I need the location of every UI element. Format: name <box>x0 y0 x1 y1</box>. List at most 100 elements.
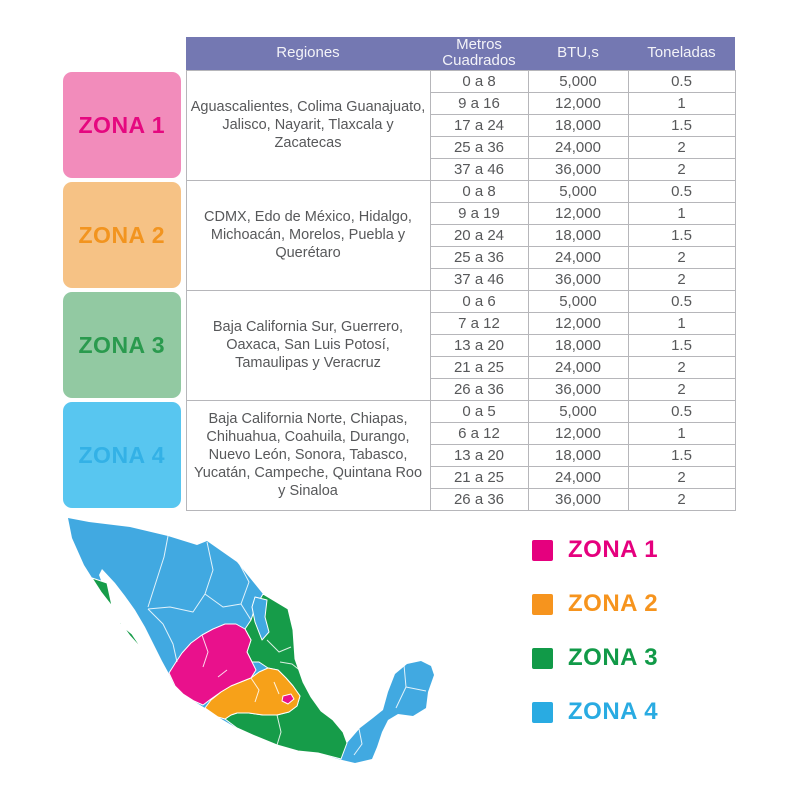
map-legend: ZONA 1 ZONA 2 ZONA 3 ZONA 4 <box>532 538 658 754</box>
zona-2-swatch <box>532 593 553 615</box>
legend-item-zona-4: ZONA 4 <box>532 700 658 724</box>
legend-label-zona-3: ZONA 3 <box>568 644 659 671</box>
header-btus: BTU,s <box>528 37 628 70</box>
region-zona3-baja-sur <box>91 577 150 659</box>
btu-cell: 36,000 <box>527 487 629 511</box>
table-row: ZONA 1 Aguascalientes, Colima Guanajuato… <box>63 69 736 181</box>
zona-4-block: ZONA 4 <box>63 402 181 508</box>
zona-3-block: ZONA 3 <box>63 292 181 398</box>
table-row: 13 a 20 18,000 1.5 <box>63 443 736 467</box>
btu-cell: 24,000 <box>527 245 629 269</box>
metros-cell: 26 a 36 <box>429 487 529 511</box>
table-row: 37 a 46 36,000 2 <box>63 157 736 181</box>
zona-2-cell: ZONA 2 <box>63 180 186 290</box>
btu-cell: 5,000 <box>527 399 629 423</box>
metros-cell: 9 a 19 <box>429 201 529 225</box>
table-row: 21 a 25 24,000 2 <box>63 355 736 379</box>
toneladas-cell: 2 <box>627 355 736 379</box>
toneladas-cell: 1 <box>627 91 736 115</box>
zona-1-cell: ZONA 1 <box>63 70 186 180</box>
zones-table: Regiones Metros Cuadrados BTU,s Tonelada… <box>63 37 736 511</box>
btu-cell: 5,000 <box>527 289 629 313</box>
header-metros-cuadrados: Metros Cuadrados <box>430 37 528 70</box>
btu-cell: 12,000 <box>527 311 629 335</box>
toneladas-cell: 2 <box>627 267 736 291</box>
zona-3-cell: ZONA 3 <box>63 290 186 400</box>
metros-cell: 0 a 8 <box>429 69 529 93</box>
metros-cell: 20 a 24 <box>429 223 529 247</box>
toneladas-cell: 1.5 <box>627 113 736 137</box>
table-row: 26 a 36 36,000 2 <box>63 487 736 511</box>
toneladas-cell: 0.5 <box>627 399 736 423</box>
toneladas-cell: 1.5 <box>627 223 736 247</box>
header-corner <box>63 37 186 70</box>
btu-cell: 18,000 <box>527 223 629 247</box>
btu-cell: 18,000 <box>527 113 629 137</box>
btu-cell: 36,000 <box>527 377 629 401</box>
toneladas-cell: 2 <box>627 157 736 181</box>
btu-cell: 12,000 <box>527 421 629 445</box>
toneladas-cell: 2 <box>627 377 736 401</box>
legend-item-zona-3: ZONA 3 <box>532 646 658 670</box>
table-header-row: Regiones Metros Cuadrados BTU,s Tonelada… <box>63 37 735 70</box>
metros-cell: 13 a 20 <box>429 333 529 357</box>
table-row: ZONA 2 CDMX, Edo de México, Hidalgo, Mic… <box>63 179 736 291</box>
toneladas-cell: 0.5 <box>627 289 736 313</box>
toneladas-cell: 2 <box>627 465 736 489</box>
zona-4-swatch <box>532 701 553 723</box>
zona-1-swatch <box>532 539 553 561</box>
region-zona2-center <box>204 667 301 720</box>
metros-cell: 37 a 46 <box>429 157 529 181</box>
zona-4-cell: ZONA 4 <box>63 400 186 510</box>
btu-cell: 36,000 <box>527 157 629 181</box>
legend-label-zona-1: ZONA 1 <box>568 536 659 563</box>
table-row: 37 a 46 36,000 2 <box>63 267 736 291</box>
toneladas-cell: 1 <box>627 311 736 335</box>
btu-cell: 24,000 <box>527 355 629 379</box>
table-row: ZONA 4 Baja California Norte, Chiapas, C… <box>63 399 736 511</box>
metros-cell: 13 a 20 <box>429 443 529 467</box>
btu-cell: 5,000 <box>527 69 629 93</box>
metros-cell: 6 a 12 <box>429 421 529 445</box>
toneladas-cell: 1 <box>627 421 736 445</box>
metros-cell: 21 a 25 <box>429 355 529 379</box>
legend-label-zona-4: ZONA 4 <box>568 698 659 725</box>
zona-3-swatch <box>532 647 553 669</box>
metros-cell: 0 a 8 <box>429 179 529 203</box>
zona-1-block: ZONA 1 <box>63 72 181 178</box>
region-zona1-center <box>168 623 257 706</box>
table-row: 21 a 25 24,000 2 <box>63 465 736 489</box>
toneladas-cell: 1 <box>627 201 736 225</box>
metros-cell: 9 a 16 <box>429 91 529 115</box>
metros-cell: 26 a 36 <box>429 377 529 401</box>
btu-cell: 12,000 <box>527 201 629 225</box>
legend-item-zona-2: ZONA 2 <box>532 592 658 616</box>
zona-4-regions: Baja California Norte, Chiapas, Chihuahu… <box>185 399 431 511</box>
metros-cell: 37 a 46 <box>429 267 529 291</box>
table-row: 25 a 36 24,000 2 <box>63 245 736 269</box>
table-row: 9 a 16 12,000 1 <box>63 91 736 115</box>
btu-cell: 18,000 <box>527 443 629 467</box>
table-row: 17 a 24 18,000 1.5 <box>63 113 736 137</box>
btu-cell: 12,000 <box>527 91 629 115</box>
table-row: 13 a 20 18,000 1.5 <box>63 333 736 357</box>
btu-cell: 36,000 <box>527 267 629 291</box>
btu-cell: 18,000 <box>527 333 629 357</box>
zona-3-regions: Baja California Sur, Guerrero, Oaxaca, S… <box>185 289 431 401</box>
table-row: ZONA 3 Baja California Sur, Guerrero, Oa… <box>63 289 736 401</box>
toneladas-cell: 2 <box>627 135 736 159</box>
metros-cell: 0 a 6 <box>429 289 529 313</box>
toneladas-cell: 1.5 <box>627 333 736 357</box>
table-row: 7 a 12 12,000 1 <box>63 311 736 335</box>
btu-cell: 5,000 <box>527 179 629 203</box>
zona-2-block: ZONA 2 <box>63 182 181 288</box>
btu-cell: 24,000 <box>527 465 629 489</box>
toneladas-cell: 1.5 <box>627 443 736 467</box>
header-regiones: Regiones <box>186 37 430 70</box>
toneladas-cell: 2 <box>627 245 736 269</box>
mexico-map <box>55 512 525 797</box>
table-row: 20 a 24 18,000 1.5 <box>63 223 736 247</box>
metros-cell: 17 a 24 <box>429 113 529 137</box>
metros-cell: 25 a 36 <box>429 135 529 159</box>
